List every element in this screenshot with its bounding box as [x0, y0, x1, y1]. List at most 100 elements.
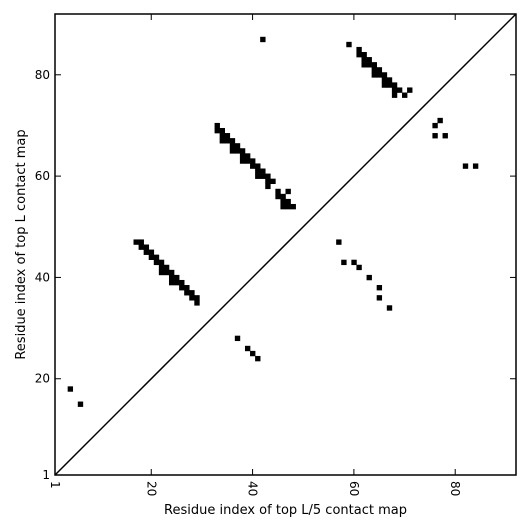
- contact-point: [366, 62, 372, 68]
- contact-point: [133, 239, 139, 245]
- contact-point: [158, 269, 165, 276]
- contact-point: [432, 133, 438, 139]
- contact-point: [163, 264, 170, 271]
- contact-point: [391, 87, 398, 93]
- contact-point: [361, 62, 367, 68]
- contact-point: [290, 203, 296, 210]
- contact-point: [260, 36, 266, 43]
- contact-point: [346, 41, 352, 48]
- contact-point: [285, 198, 291, 205]
- contact-point: [250, 350, 256, 357]
- contact-point: [336, 239, 342, 245]
- x-tick-label: 20: [144, 481, 158, 496]
- contact-point: [376, 72, 383, 78]
- contact-point: [371, 62, 377, 68]
- contact-point: [214, 127, 220, 134]
- diagonal-line: [54, 13, 517, 476]
- contact-point: [255, 163, 261, 169]
- contact-point: [351, 259, 357, 266]
- contact-point: [280, 193, 286, 200]
- contact-point: [275, 188, 281, 195]
- contact-point: [391, 82, 398, 88]
- contact-point: [376, 295, 383, 301]
- contact-point: [381, 77, 388, 83]
- contact-point: [219, 127, 226, 134]
- contact-point: [265, 173, 271, 179]
- contact-points: [67, 36, 479, 407]
- contact-point: [184, 290, 190, 296]
- contact-point: [148, 254, 155, 260]
- contact-point: [229, 148, 236, 154]
- contact-point: [356, 46, 362, 53]
- contact-point: [366, 274, 372, 281]
- contact-point: [402, 92, 408, 98]
- contact-point: [214, 122, 220, 129]
- contact-point: [265, 183, 271, 190]
- contact-point: [77, 401, 84, 407]
- contact-point: [229, 143, 236, 149]
- contact-point: [189, 295, 195, 301]
- contact-point: [239, 158, 246, 164]
- contact-point: [356, 51, 362, 58]
- contact-point: [260, 168, 266, 174]
- contact-point: [224, 138, 231, 144]
- contact-point: [184, 285, 190, 291]
- contact-point: [285, 203, 291, 210]
- contact-point: [143, 244, 150, 250]
- y-tick-label: 60: [35, 169, 50, 183]
- contact-point: [386, 305, 393, 311]
- y-axis-label: Residue index of top L contact map: [14, 129, 29, 359]
- contact-point: [163, 269, 170, 276]
- contact-point: [442, 133, 448, 139]
- contact-point: [255, 168, 261, 174]
- contact-point: [381, 72, 388, 78]
- contact-point: [407, 87, 413, 93]
- contact-point: [174, 279, 180, 286]
- contact-point: [239, 153, 246, 159]
- contact-point: [366, 57, 372, 63]
- contact-point: [250, 158, 256, 164]
- contact-point: [361, 51, 367, 58]
- contact-point: [270, 178, 276, 185]
- x-tick-label: 80: [448, 481, 462, 496]
- contact-point: [244, 153, 251, 159]
- x-tick-label: 60: [347, 481, 361, 496]
- y-tick-label: 1: [42, 468, 50, 482]
- contact-point: [239, 148, 246, 154]
- contact-point: [376, 285, 383, 291]
- contact-point: [244, 158, 251, 164]
- contact-point: [437, 117, 443, 124]
- contact-point: [255, 173, 261, 179]
- contact-point: [179, 285, 185, 291]
- contact-point: [275, 193, 281, 200]
- contact-point: [234, 335, 241, 342]
- contact-point: [138, 244, 144, 250]
- contact-point: [168, 274, 175, 281]
- contact-point: [153, 259, 160, 266]
- y-tick-label: 20: [35, 372, 50, 386]
- contact-point: [371, 67, 377, 73]
- contact-point: [189, 290, 195, 296]
- contact-point: [219, 133, 226, 139]
- x-axis-label: Residue index of top L/5 contact map: [164, 503, 407, 518]
- contact-point: [168, 279, 175, 286]
- contact-point: [396, 87, 403, 93]
- plot-frame: [54, 13, 517, 476]
- contact-point: [391, 92, 398, 98]
- y-tick-label: 80: [35, 68, 50, 82]
- contact-point: [138, 239, 144, 245]
- contact-point: [158, 264, 165, 271]
- contact-point: [174, 274, 180, 281]
- contact-point: [143, 249, 150, 255]
- contact-point: [356, 264, 362, 271]
- axis-ticks: 1 20 40 60 80 1 20 40 60 80: [35, 14, 516, 496]
- contact-point: [260, 173, 266, 179]
- x-tick-label: 40: [246, 481, 260, 496]
- contact-point: [224, 133, 231, 139]
- contact-point: [234, 148, 241, 154]
- contact-point: [376, 67, 383, 73]
- contact-point: [280, 198, 286, 205]
- contact-point: [67, 386, 74, 392]
- contact-point: [381, 82, 388, 88]
